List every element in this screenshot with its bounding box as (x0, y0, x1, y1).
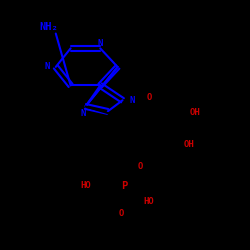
Text: N: N (130, 96, 135, 105)
Text: OH: OH (189, 108, 200, 117)
Text: O: O (137, 162, 142, 171)
Text: N: N (80, 110, 86, 118)
Text: HO: HO (143, 197, 154, 206)
Text: HO: HO (81, 181, 92, 190)
Text: NH₂: NH₂ (39, 22, 58, 32)
Text: N: N (98, 39, 103, 48)
Text: O: O (119, 209, 124, 218)
Text: N: N (44, 62, 50, 72)
Text: OH: OH (184, 140, 195, 148)
Text: O: O (147, 92, 152, 102)
Text: P: P (122, 181, 128, 191)
